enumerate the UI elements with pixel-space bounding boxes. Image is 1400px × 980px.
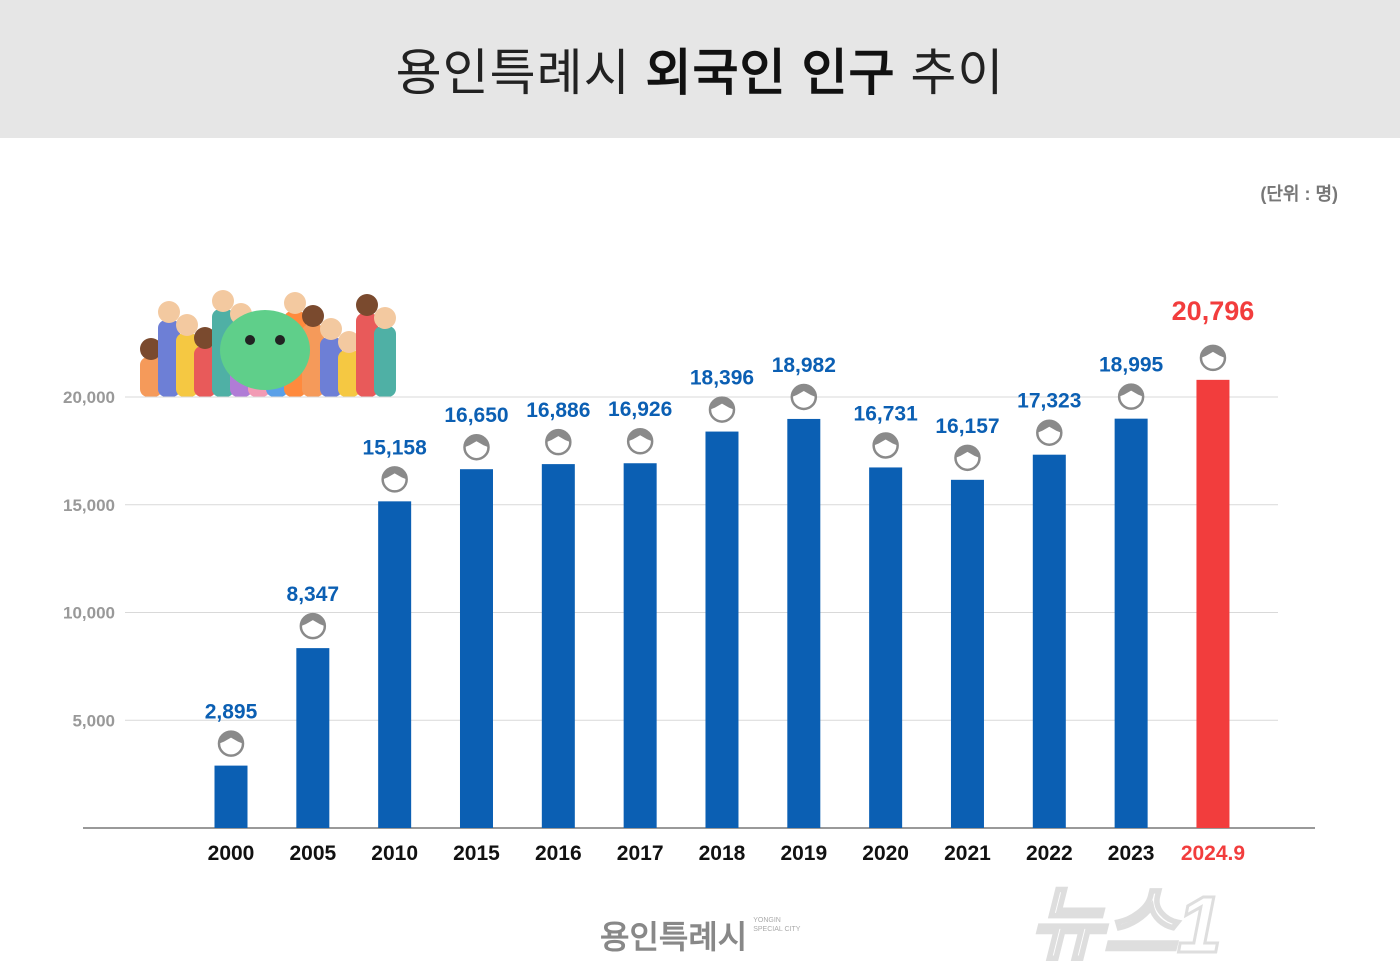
y-tick-label: 20,000 bbox=[63, 388, 115, 407]
x-tick-label: 2010 bbox=[371, 842, 418, 865]
mascot-eye bbox=[245, 335, 255, 345]
y-tick-label: 5,000 bbox=[72, 711, 115, 730]
bar-2020 bbox=[869, 467, 903, 828]
person-head bbox=[194, 327, 216, 349]
person-head bbox=[158, 301, 180, 323]
person-body bbox=[158, 320, 180, 397]
x-tick-label: 2016 bbox=[535, 842, 582, 865]
crowd-illustration bbox=[140, 290, 396, 397]
person-icon-hair bbox=[464, 435, 489, 448]
x-tick-label: 2021 bbox=[944, 842, 991, 865]
person-icon-hair bbox=[873, 433, 898, 446]
person-body bbox=[338, 350, 360, 397]
person-head bbox=[140, 338, 162, 360]
person-icon-hair bbox=[709, 397, 734, 410]
person-head bbox=[320, 318, 342, 340]
person-icon-hair bbox=[382, 467, 407, 480]
bar-2016 bbox=[541, 464, 575, 828]
person-icon-hair bbox=[219, 731, 243, 744]
value-label: 16,650 bbox=[444, 404, 508, 427]
title-light: 용인특례시 bbox=[395, 45, 631, 101]
person-body bbox=[356, 313, 378, 397]
person-icon-hair bbox=[791, 384, 816, 397]
x-tick-label: 2019 bbox=[780, 842, 827, 865]
value-label: 20,796 bbox=[1172, 296, 1255, 326]
x-tick-label: 2017 bbox=[617, 842, 664, 865]
value-label: 18,982 bbox=[772, 354, 836, 377]
value-label: 16,926 bbox=[608, 398, 672, 421]
title-bold: 외국인 인구 bbox=[645, 45, 896, 101]
unit-label: (단위 : 명) bbox=[1260, 184, 1338, 204]
person-icon-hair bbox=[1200, 345, 1225, 358]
value-label: 15,158 bbox=[363, 436, 428, 459]
person-icon-hair bbox=[300, 614, 325, 627]
bar-2005 bbox=[296, 648, 330, 828]
person-body bbox=[140, 357, 162, 397]
person-head bbox=[212, 290, 234, 312]
x-tick-label: 2023 bbox=[1108, 842, 1155, 865]
bar-2022 bbox=[1032, 454, 1066, 828]
person-body bbox=[176, 333, 198, 397]
city-logo: 용인특례시 YONGIN SPECIAL CITY bbox=[600, 912, 803, 958]
value-label: 16,886 bbox=[526, 399, 590, 422]
value-label: 18,396 bbox=[690, 367, 754, 390]
x-tick-label: 2024.9 bbox=[1181, 842, 1245, 865]
person-body bbox=[374, 326, 396, 397]
value-label: 16,157 bbox=[935, 415, 999, 438]
person-head bbox=[302, 305, 324, 327]
dragon-mascot bbox=[220, 310, 310, 390]
bar-2017 bbox=[623, 463, 657, 828]
value-label: 8,347 bbox=[287, 583, 340, 606]
bar-2021 bbox=[950, 479, 984, 828]
x-tick-label: 2015 bbox=[453, 842, 500, 865]
bar-2019 bbox=[787, 418, 821, 828]
person-icon-hair bbox=[546, 430, 571, 443]
person-icon-hair bbox=[628, 429, 653, 442]
mascot-eye bbox=[275, 335, 285, 345]
logo-sub: YONGIN SPECIAL CITY bbox=[753, 917, 801, 933]
person-icon-hair bbox=[1119, 384, 1144, 397]
x-tick-label: 2005 bbox=[289, 842, 336, 865]
x-tick-label: 2018 bbox=[699, 842, 746, 865]
person-head bbox=[374, 307, 396, 329]
bar-2010 bbox=[378, 501, 412, 828]
person-icon-hair bbox=[1037, 420, 1062, 433]
value-label: 2,895 bbox=[205, 701, 258, 724]
value-label: 18,995 bbox=[1099, 354, 1164, 377]
logo-text: 용인특례시 bbox=[600, 919, 748, 955]
person-body bbox=[320, 337, 342, 397]
y-tick-label: 15,000 bbox=[63, 496, 115, 515]
bar-2024.9 bbox=[1196, 379, 1230, 828]
y-tick-label: 10,000 bbox=[63, 604, 115, 623]
page-title: 용인특례시 외국인 인구 추이 bbox=[396, 33, 1005, 105]
bar-2000 bbox=[214, 765, 248, 828]
value-label: 16,731 bbox=[854, 402, 919, 425]
person-head bbox=[284, 292, 306, 314]
title-end: 추이 bbox=[910, 45, 1005, 101]
person-head bbox=[338, 331, 360, 353]
value-label: 17,323 bbox=[1017, 390, 1081, 413]
header: 용인특례시 외국인 인구 추이 bbox=[0, 0, 1400, 138]
x-tick-label: 2022 bbox=[1026, 842, 1073, 865]
x-tick-label: 2020 bbox=[862, 842, 909, 865]
x-tick-label: 2000 bbox=[208, 842, 255, 865]
bar-2015 bbox=[459, 469, 493, 828]
person-body bbox=[194, 346, 216, 397]
person-head bbox=[356, 294, 378, 316]
news1-watermark: 뉴스1 bbox=[1029, 879, 1224, 971]
bar-2023 bbox=[1114, 418, 1148, 828]
person-icon-hair bbox=[955, 445, 980, 458]
person-head bbox=[176, 314, 198, 336]
bar-2018 bbox=[705, 431, 739, 828]
